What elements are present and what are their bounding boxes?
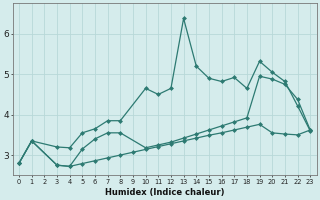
X-axis label: Humidex (Indice chaleur): Humidex (Indice chaleur) bbox=[105, 188, 224, 197]
